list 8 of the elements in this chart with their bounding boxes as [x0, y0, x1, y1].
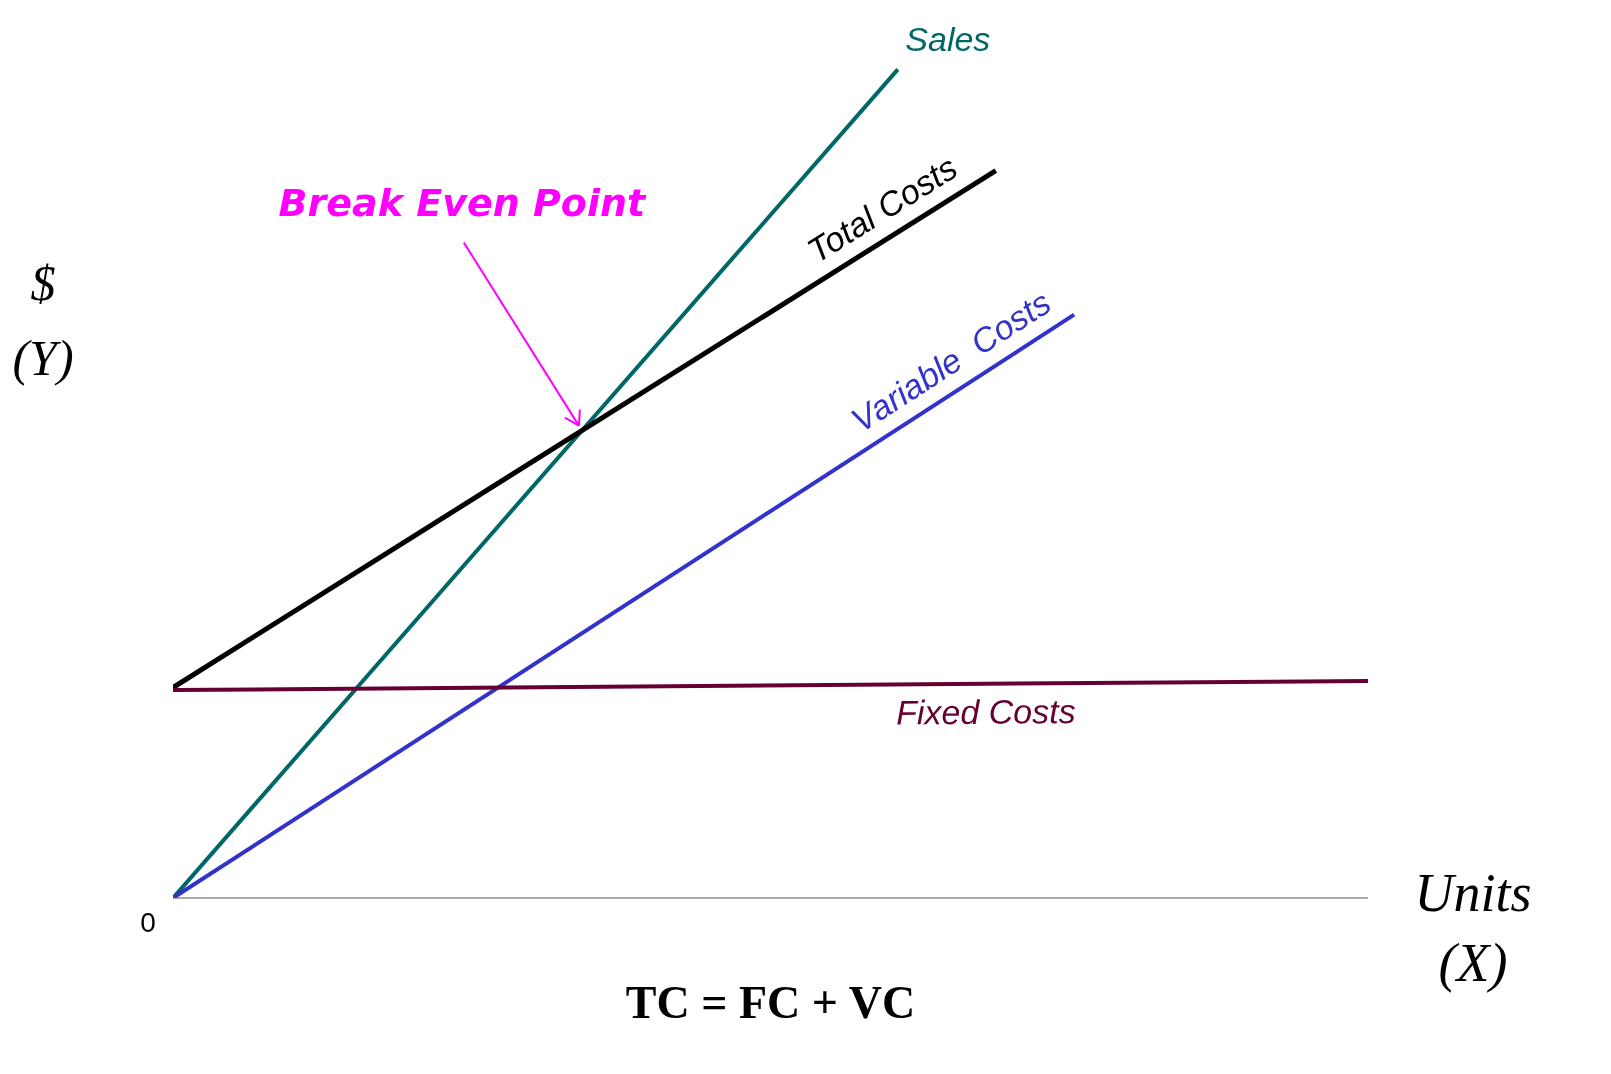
text: TC = FC + VC — [624, 976, 917, 1029]
series-label: Fixed Costs — [895, 692, 1076, 732]
y-axis-title: $ (Y) — [11, 253, 75, 388]
text: Total Costs — [800, 147, 964, 270]
x-axis-title: Units (X) — [1413, 862, 1533, 996]
annotation: Break Even Point — [278, 180, 647, 225]
series-label: Sales — [905, 20, 991, 59]
text: 0 — [140, 907, 156, 938]
